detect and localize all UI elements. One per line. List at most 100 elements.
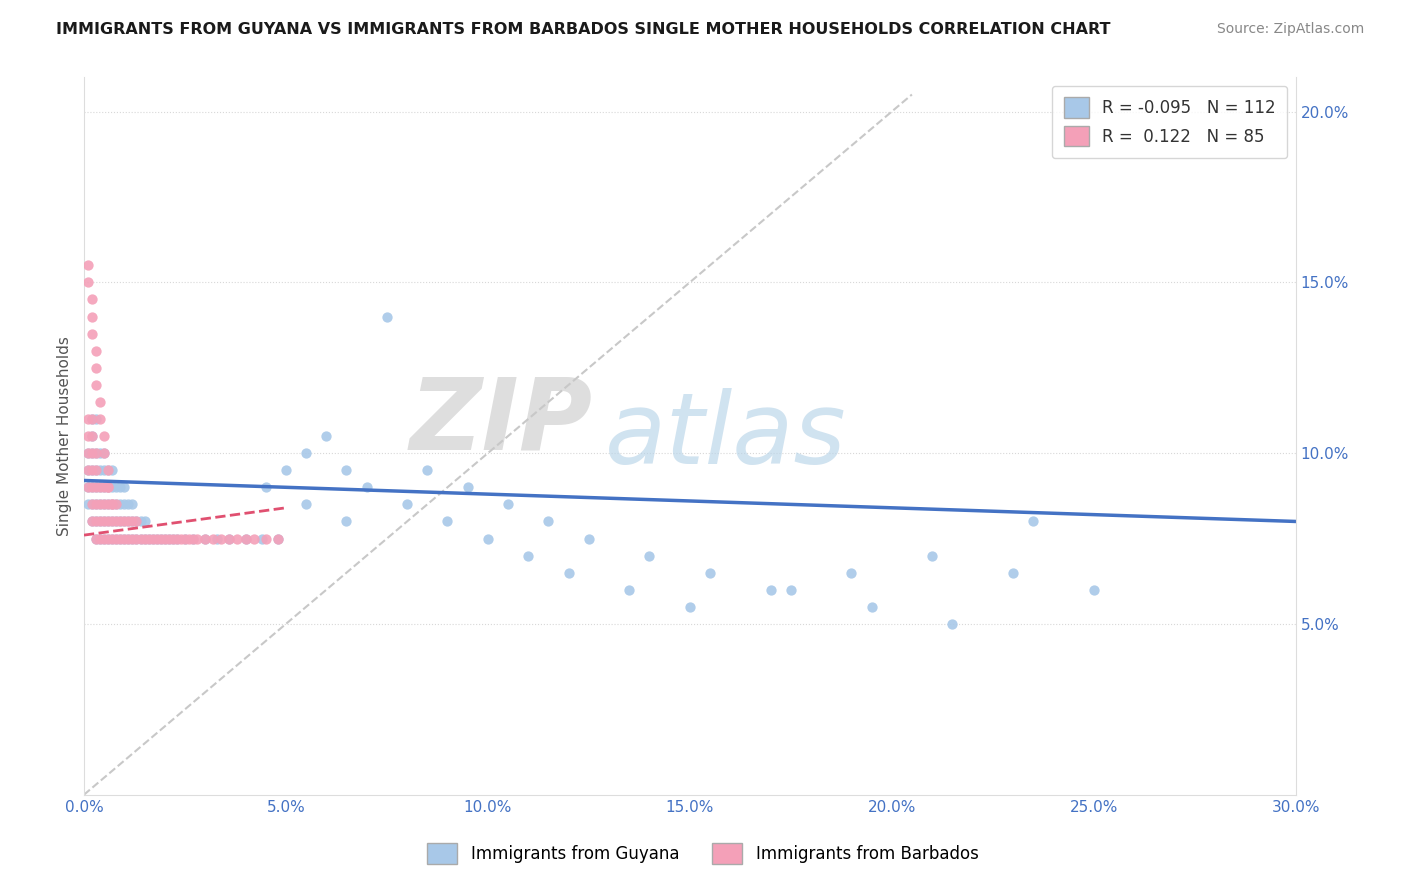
Point xyxy=(112,515,135,529)
Point xyxy=(89,480,111,494)
Point xyxy=(1001,566,1024,580)
Point xyxy=(84,343,107,358)
Point xyxy=(77,497,100,511)
Point xyxy=(267,532,290,546)
Point xyxy=(89,446,111,460)
Point xyxy=(89,395,111,409)
Point xyxy=(80,412,103,426)
Point xyxy=(457,480,479,494)
Point xyxy=(84,532,107,546)
Point xyxy=(254,480,277,494)
Point xyxy=(84,463,107,477)
Point xyxy=(89,532,111,546)
Point xyxy=(839,566,862,580)
Point xyxy=(105,532,128,546)
Point xyxy=(105,532,128,546)
Point xyxy=(110,532,132,546)
Point xyxy=(80,480,103,494)
Point xyxy=(436,515,458,529)
Point xyxy=(97,532,120,546)
Point xyxy=(77,429,100,443)
Point xyxy=(97,480,120,494)
Point xyxy=(162,532,184,546)
Point xyxy=(80,463,103,477)
Point xyxy=(89,515,111,529)
Point xyxy=(207,532,229,546)
Point xyxy=(557,566,579,580)
Point xyxy=(396,497,419,511)
Point xyxy=(93,446,115,460)
Point xyxy=(93,497,115,511)
Point xyxy=(80,446,103,460)
Point xyxy=(93,446,115,460)
Point xyxy=(145,532,167,546)
Point xyxy=(112,532,135,546)
Point xyxy=(80,463,103,477)
Point xyxy=(112,515,135,529)
Point xyxy=(375,310,398,324)
Point xyxy=(101,463,124,477)
Point xyxy=(93,532,115,546)
Point xyxy=(335,463,357,477)
Point xyxy=(89,532,111,546)
Point xyxy=(77,276,100,290)
Point xyxy=(157,532,180,546)
Point xyxy=(174,532,197,546)
Point xyxy=(101,480,124,494)
Point xyxy=(84,515,107,529)
Point xyxy=(84,360,107,375)
Point xyxy=(77,480,100,494)
Text: atlas: atlas xyxy=(605,387,846,484)
Point xyxy=(134,515,156,529)
Point xyxy=(80,497,103,511)
Point xyxy=(638,549,661,563)
Point xyxy=(125,532,148,546)
Point xyxy=(117,515,139,529)
Point xyxy=(97,497,120,511)
Point xyxy=(537,515,560,529)
Point xyxy=(93,463,115,477)
Point xyxy=(295,497,318,511)
Point xyxy=(117,497,139,511)
Point xyxy=(153,532,176,546)
Point xyxy=(77,463,100,477)
Point xyxy=(84,377,107,392)
Point xyxy=(97,480,120,494)
Point xyxy=(121,532,143,546)
Point xyxy=(149,532,172,546)
Point xyxy=(97,480,120,494)
Point xyxy=(117,515,139,529)
Point xyxy=(166,532,188,546)
Point xyxy=(226,532,249,546)
Point xyxy=(315,429,337,443)
Point xyxy=(125,515,148,529)
Point xyxy=(149,532,172,546)
Point xyxy=(89,480,111,494)
Point xyxy=(209,532,232,546)
Point xyxy=(129,532,152,546)
Point xyxy=(110,480,132,494)
Point xyxy=(157,532,180,546)
Point xyxy=(134,532,156,546)
Point xyxy=(129,515,152,529)
Point xyxy=(477,532,499,546)
Point xyxy=(77,446,100,460)
Point xyxy=(170,532,193,546)
Point xyxy=(1022,515,1045,529)
Point xyxy=(267,532,290,546)
Point xyxy=(89,497,111,511)
Point xyxy=(335,515,357,529)
Point xyxy=(77,463,100,477)
Point xyxy=(93,480,115,494)
Point xyxy=(117,532,139,546)
Point xyxy=(84,446,107,460)
Point xyxy=(105,515,128,529)
Point xyxy=(84,480,107,494)
Point xyxy=(186,532,208,546)
Point xyxy=(112,532,135,546)
Point xyxy=(177,532,200,546)
Point xyxy=(110,515,132,529)
Point xyxy=(699,566,721,580)
Point xyxy=(153,532,176,546)
Point xyxy=(921,549,943,563)
